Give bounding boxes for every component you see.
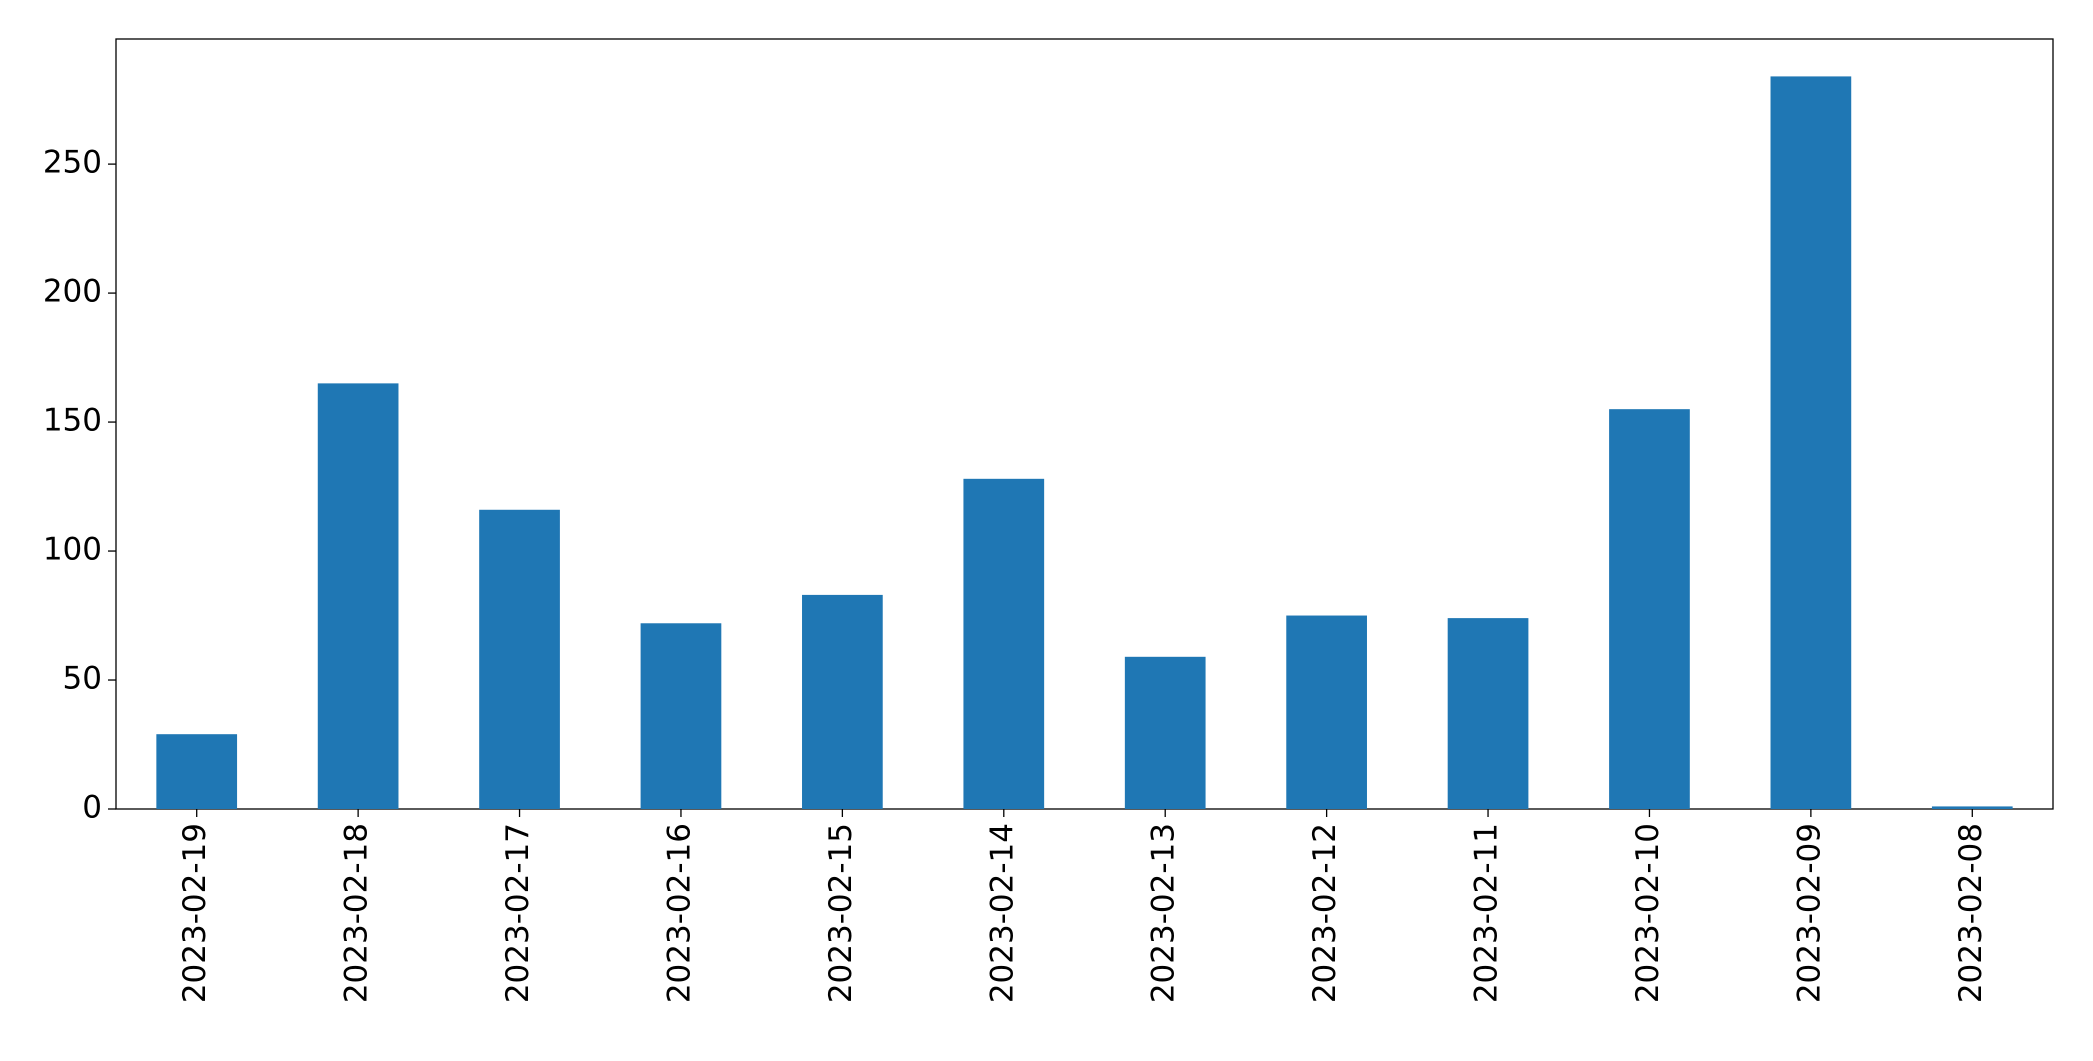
x-tick-label: 2023-02-13 <box>1146 823 1182 1003</box>
plot-frame <box>115 38 2054 810</box>
bar <box>1124 656 1206 809</box>
bar <box>1447 618 1529 809</box>
x-tick-label: 2023-02-18 <box>339 823 375 1003</box>
x-tick-label: 2023-02-17 <box>500 823 536 1003</box>
bar <box>156 734 238 809</box>
bar <box>1770 76 1852 809</box>
bar <box>1609 409 1690 809</box>
x-tick-label: 2023-02-12 <box>1307 823 1343 1003</box>
y-tick-label: 150 <box>43 403 102 439</box>
y-tick-label: 100 <box>43 532 102 568</box>
x-tick-label: 2023-02-11 <box>1469 823 1505 1003</box>
bar <box>479 509 560 809</box>
bar <box>963 478 1045 809</box>
y-tick-label: 200 <box>43 274 102 310</box>
x-tick-label: 2023-02-08 <box>1953 823 1989 1003</box>
bar <box>802 594 883 809</box>
x-tick-label: 2023-02-19 <box>177 823 213 1003</box>
x-tick-label: 2023-02-15 <box>823 823 859 1003</box>
bar <box>640 623 722 809</box>
y-tick-label: 0 <box>82 790 102 826</box>
bar <box>317 383 399 809</box>
y-tick-label: 250 <box>43 145 102 181</box>
bar <box>1931 806 2013 809</box>
x-tick-label: 2023-02-14 <box>984 823 1020 1003</box>
x-tick-label: 2023-02-10 <box>1630 823 1666 1003</box>
y-tick-label: 50 <box>63 661 102 697</box>
bar <box>1286 615 1367 809</box>
x-tick-label: 2023-02-09 <box>1791 823 1827 1003</box>
x-tick-label: 2023-02-16 <box>661 823 697 1003</box>
